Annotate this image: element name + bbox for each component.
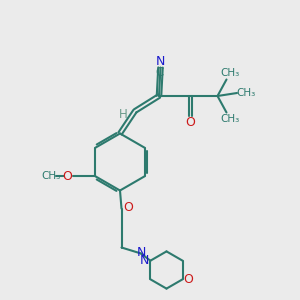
Text: O: O — [186, 116, 195, 129]
Text: CH₃: CH₃ — [221, 68, 240, 79]
Text: O: O — [62, 170, 72, 183]
Text: H: H — [119, 107, 128, 121]
Text: N: N — [136, 246, 146, 260]
Text: CH₃: CH₃ — [236, 88, 256, 98]
Text: N: N — [156, 55, 165, 68]
Text: CH₃: CH₃ — [221, 113, 240, 124]
Text: C: C — [156, 66, 164, 80]
Text: N: N — [140, 254, 149, 267]
Text: CH₃: CH₃ — [42, 171, 61, 181]
Text: O: O — [123, 200, 133, 214]
Text: O: O — [184, 273, 194, 286]
